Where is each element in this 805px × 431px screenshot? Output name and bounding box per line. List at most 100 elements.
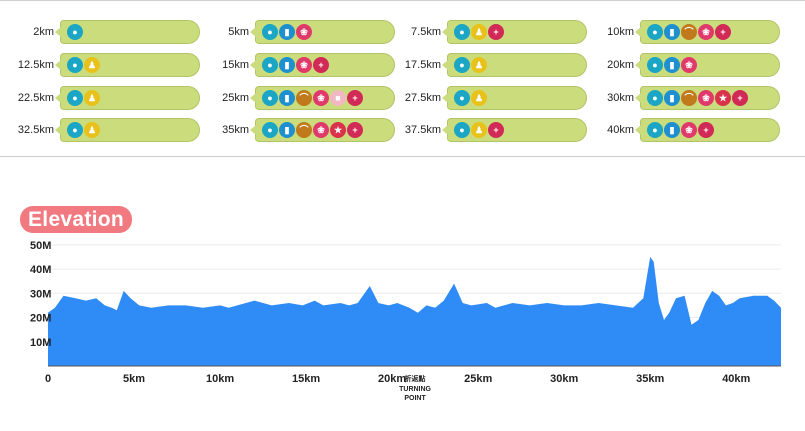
station-km-label: 10km [607, 26, 634, 38]
station-services-bar: ● ▮ ⌒ ❀ + [635, 20, 780, 44]
station-services-bar: ● ♟ [442, 86, 587, 110]
banana-icon: ⌒ [681, 24, 697, 40]
x-tick-label: 30km [550, 373, 578, 385]
water-icon: ● [647, 57, 663, 73]
special-icon: ★ [715, 90, 731, 106]
aid-station: 32.5km ● ♟ [10, 117, 200, 143]
sports-drink-icon: ▮ [279, 122, 295, 138]
x-tick-label: 25km [464, 373, 492, 385]
station-services-bar: ● [55, 20, 200, 44]
sweets-icon: ❀ [698, 90, 714, 106]
station-services-bar: ● ▮ ⌒ ❀ ★ + [635, 86, 780, 110]
station-services-bar: ● ▮ ❀ [250, 20, 395, 44]
station-km-label: 12.5km [17, 59, 54, 71]
x-tick-label: 20km [378, 373, 406, 385]
x-tick-label: 5km [123, 373, 145, 385]
aid-station: 7.5km ● ♟ + [397, 19, 587, 45]
water-icon: ● [454, 57, 470, 73]
aid-station: 40km ● ▮ ❀ + [590, 117, 780, 143]
station-km-label: 15km [222, 59, 249, 71]
station-km-label: 17.5km [404, 59, 441, 71]
station-km-label: 5km [228, 26, 249, 38]
aid-station: 10km ● ▮ ⌒ ❀ + [590, 19, 780, 45]
y-tick-label: 20M [30, 313, 51, 325]
station-km-label: 30km [607, 92, 634, 104]
turning-point-label-jp: 折返點 [405, 374, 426, 383]
elevation-area [48, 257, 781, 366]
station-km-label: 2km [33, 26, 54, 38]
turning-point-label: TURNING [399, 386, 431, 393]
station-services-bar: ● ▮ ⌒ ❀ ■ + [250, 86, 395, 110]
station-services-bar: ● ♟ + [442, 20, 587, 44]
station-services-bar: ● ▮ ❀ + [250, 53, 395, 77]
aid-station: 12.5km ● ♟ [10, 52, 200, 78]
toilet-icon: ♟ [471, 24, 487, 40]
banana-icon: ⌒ [296, 122, 312, 138]
x-tick-label: 10km [206, 373, 234, 385]
aid-icon: + [488, 122, 504, 138]
sports-drink-icon: ▮ [664, 122, 680, 138]
sports-drink-icon: ▮ [279, 90, 295, 106]
aid-icon: + [732, 90, 748, 106]
station-services-bar: ● ▮ ❀ + [635, 118, 780, 142]
sweets-icon: ❀ [681, 57, 697, 73]
aid-station: 17.5km ● ♟ [397, 52, 587, 78]
water-icon: ● [262, 57, 278, 73]
x-tick-label: 15km [292, 373, 320, 385]
sweets-icon: ❀ [296, 57, 312, 73]
x-tick-label: 40km [722, 373, 750, 385]
station-services-bar: ● ♟ [442, 53, 587, 77]
water-icon: ● [67, 90, 83, 106]
x-tick-label: 35km [636, 373, 664, 385]
x-tick-label: 0 [45, 373, 51, 385]
y-tick-label: 30M [30, 288, 51, 300]
sports-drink-icon: ▮ [664, 57, 680, 73]
station-km-label: 7.5km [411, 26, 441, 38]
toilet-icon: ♟ [84, 90, 100, 106]
station-services-bar: ● ♟ [55, 118, 200, 142]
toilet-icon: ♟ [84, 122, 100, 138]
banana-icon: ⌒ [296, 90, 312, 106]
station-services-bar: ● ▮ ⌒ ❀ ★ + [250, 118, 395, 142]
sweets-icon: ❀ [313, 90, 329, 106]
y-tick-label: 10M [30, 337, 51, 349]
aid-icon: + [715, 24, 731, 40]
station-km-label: 35km [222, 124, 249, 136]
water-icon: ● [647, 122, 663, 138]
water-icon: ● [454, 90, 470, 106]
elevation-chart: 10M 20M 30M 40M 50M 0 5km 10km 15km 20km 25km 30km 3… [0, 236, 805, 431]
aid-station: 30km ● ▮ ⌒ ❀ ★ + [590, 85, 780, 111]
water-icon: ● [454, 24, 470, 40]
station-km-label: 27.5km [404, 92, 441, 104]
sweets-icon: ❀ [313, 122, 329, 138]
station-km-label: 20km [607, 59, 634, 71]
sweets-icon: ❀ [698, 24, 714, 40]
elevation-title: Elevation [20, 206, 133, 233]
sports-drink-icon: ▮ [664, 90, 680, 106]
sweets-icon: ❀ [681, 122, 697, 138]
sponge-icon: ■ [330, 90, 346, 106]
water-icon: ● [262, 90, 278, 106]
water-icon: ● [67, 57, 83, 73]
aid-station: 35km ● ▮ ⌒ ❀ ★ + [205, 117, 395, 143]
water-icon: ● [262, 24, 278, 40]
sports-drink-icon: ▮ [664, 24, 680, 40]
aid-icon: + [698, 122, 714, 138]
special-icon: ★ [330, 122, 346, 138]
toilet-icon: ♟ [471, 57, 487, 73]
station-km-label: 40km [607, 124, 634, 136]
aid-icon: + [488, 24, 504, 40]
station-services-bar: ● ▮ ❀ [635, 53, 780, 77]
station-services-bar: ● ♟ [55, 53, 200, 77]
toilet-icon: ♟ [84, 57, 100, 73]
station-services-bar: ● ♟ + [442, 118, 587, 142]
station-km-label: 22.5km [17, 92, 54, 104]
water-icon: ● [647, 24, 663, 40]
turning-point-label: POINT [404, 395, 426, 402]
toilet-icon: ♟ [471, 90, 487, 106]
y-tick-label: 40M [30, 264, 51, 276]
water-icon: ● [647, 90, 663, 106]
aid-stations-panel: 2km ● 5km ● ▮ ❀ 7.5km ● ♟ +10km ● ▮ ⌒ ❀ +12.5km ● ♟ 15km ●… [0, 0, 805, 157]
aid-station: 20km ● ▮ ❀ [590, 52, 780, 78]
aid-station: 5km ● ▮ ❀ [205, 19, 395, 45]
